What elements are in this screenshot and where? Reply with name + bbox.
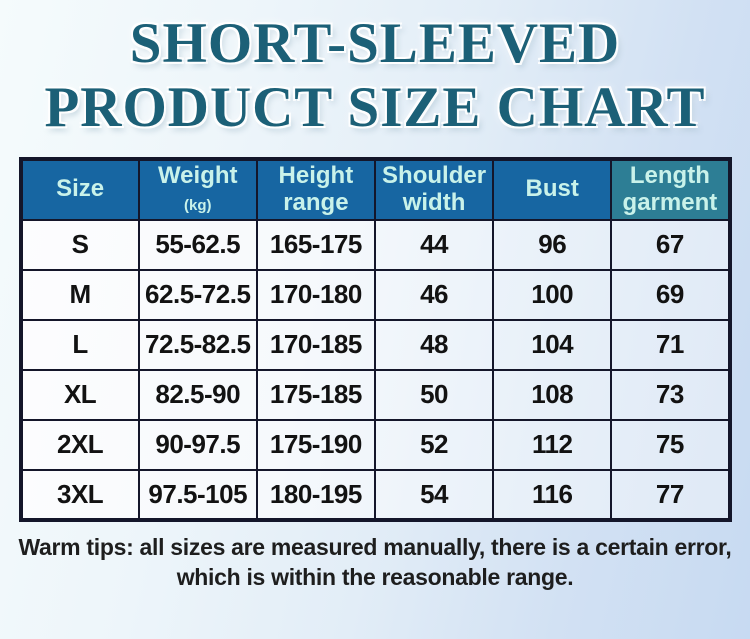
column-header-length-garment: Length garment	[610, 157, 731, 221]
title-line2: PRODUCT SIZE CHART	[44, 76, 706, 140]
value-cell: 67	[610, 218, 731, 271]
value-cell: 175-185	[255, 368, 376, 421]
value-cell: 170-180	[255, 268, 376, 321]
column-header-weight: Weight (kg)	[137, 157, 258, 221]
size-cell: M	[19, 268, 140, 321]
value-cell: 77	[610, 468, 731, 521]
column-header-size: Size	[19, 157, 140, 221]
table-row: XL 82.5-90 175-185 50 108 73	[19, 368, 731, 421]
value-cell: 97.5-105	[137, 468, 258, 521]
value-cell: 72.5-82.5	[137, 318, 258, 371]
value-cell: 112	[492, 418, 613, 471]
value-cell: 69	[610, 268, 731, 321]
value-cell: 175-190	[255, 418, 376, 471]
warm-tips-line2: which is within the reasonable range.	[176, 563, 574, 590]
value-cell: 170-185	[255, 318, 376, 371]
value-cell: 71	[610, 318, 731, 371]
unit-label: (kg)	[183, 196, 212, 214]
size-cell: L	[19, 318, 140, 371]
value-cell: 100	[492, 268, 613, 321]
value-cell: 104	[492, 318, 613, 371]
value-cell: 54	[373, 468, 495, 521]
size-cell: 3XL	[19, 468, 140, 521]
size-chart-page: SHORT-SLEEVED PRODUCT SIZE CHART Size Wei…	[0, 12, 750, 592]
value-cell: 73	[610, 368, 731, 421]
table-row: 2XL 90-97.5 175-190 52 112 75	[19, 418, 731, 471]
header-row: Size Weight (kg) Height range Shoulder widt…	[19, 157, 731, 221]
warm-tips-line1: Warm tips: all sizes are measured manual…	[18, 533, 732, 560]
size-cell: S	[19, 218, 140, 271]
title-line1: SHORT-SLEEVED	[129, 12, 621, 75]
column-header-shoulder-width: Shoulder width	[373, 157, 495, 221]
table-header: Size Weight (kg) Height range Shoulder widt…	[19, 157, 731, 221]
column-header-bust: Bust	[492, 157, 613, 221]
table-row: 3XL 97.5-105 180-195 54 116 77	[19, 468, 731, 521]
size-cell: 2XL	[19, 418, 140, 471]
value-cell: 46	[373, 268, 495, 321]
table-body: S 55-62.5 165-175 44 96 67 M 62.5-72.5 170-180 46…	[19, 218, 731, 521]
value-cell: 108	[492, 368, 613, 421]
value-cell: 50	[373, 368, 495, 421]
page-title: SHORT-SLEEVED PRODUCT SIZE CHART	[0, 12, 750, 141]
value-cell: 62.5-72.5	[137, 268, 258, 321]
table-row: S 55-62.5 165-175 44 96 67	[19, 218, 731, 271]
value-cell: 180-195	[255, 468, 376, 521]
value-cell: 116	[492, 468, 613, 521]
value-cell: 82.5-90	[137, 368, 258, 421]
value-cell: 48	[373, 318, 495, 371]
table-row: L 72.5-82.5 170-185 48 104 71	[19, 318, 731, 371]
value-cell: 165-175	[255, 218, 376, 271]
table-row: M 62.5-72.5 170-180 46 100 69	[19, 268, 731, 321]
value-cell: 52	[373, 418, 495, 471]
size-table: Size Weight (kg) Height range Shoulder widt…	[18, 156, 732, 522]
value-cell: 90-97.5	[137, 418, 258, 471]
warm-tips: Warm tips: all sizes are measured manual…	[0, 532, 750, 593]
value-cell: 96	[492, 218, 613, 271]
value-cell: 44	[373, 218, 495, 271]
size-cell: XL	[19, 368, 140, 421]
column-header-height-range: Height range	[255, 157, 376, 221]
value-cell: 75	[610, 418, 731, 471]
value-cell: 55-62.5	[137, 218, 258, 271]
